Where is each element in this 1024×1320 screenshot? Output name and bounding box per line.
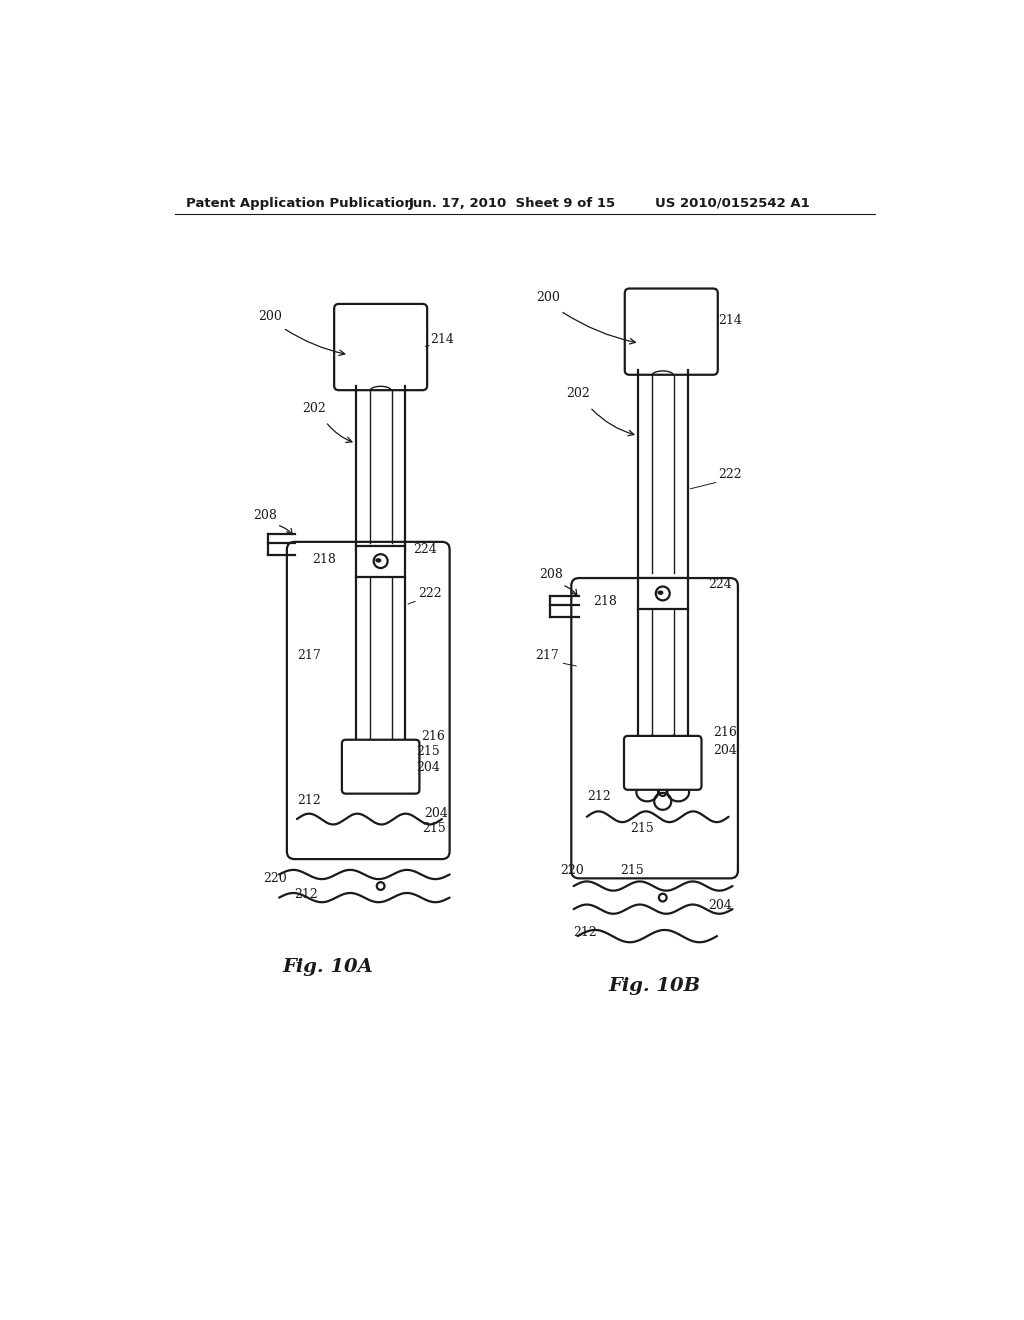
Text: US 2010/0152542 A1: US 2010/0152542 A1 — [655, 197, 810, 210]
Text: 202: 202 — [302, 403, 326, 416]
Text: Fig. 10A: Fig. 10A — [283, 958, 374, 975]
FancyBboxPatch shape — [624, 737, 701, 789]
Text: 215: 215 — [621, 865, 644, 878]
Text: 224: 224 — [708, 578, 731, 591]
Text: 212: 212 — [297, 793, 321, 807]
FancyBboxPatch shape — [571, 578, 738, 878]
Text: 204: 204 — [713, 743, 737, 756]
Text: 204: 204 — [424, 807, 447, 820]
Text: 216: 216 — [713, 726, 737, 739]
Text: 202: 202 — [566, 387, 591, 400]
Text: 214: 214 — [430, 333, 454, 346]
Text: 212: 212 — [572, 927, 597, 939]
FancyBboxPatch shape — [356, 545, 406, 577]
Text: 222: 222 — [719, 469, 742, 480]
Text: 215: 215 — [630, 822, 654, 836]
Ellipse shape — [376, 558, 381, 562]
Text: 200: 200 — [258, 310, 282, 323]
Text: Jun. 17, 2010  Sheet 9 of 15: Jun. 17, 2010 Sheet 9 of 15 — [409, 197, 615, 210]
Text: 212: 212 — [587, 789, 610, 803]
Text: 208: 208 — [539, 568, 562, 581]
Text: 220: 220 — [560, 865, 585, 878]
Text: 217: 217 — [297, 649, 321, 661]
Text: 204: 204 — [708, 899, 731, 912]
FancyBboxPatch shape — [638, 578, 687, 609]
FancyBboxPatch shape — [287, 543, 450, 859]
Text: 200: 200 — [537, 290, 560, 304]
Text: 212: 212 — [295, 887, 318, 900]
Text: 222: 222 — [418, 587, 441, 601]
Text: Fig. 10B: Fig. 10B — [609, 977, 701, 995]
Text: 224: 224 — [414, 543, 437, 556]
FancyBboxPatch shape — [334, 304, 427, 391]
Text: 218: 218 — [312, 553, 336, 566]
Text: 204: 204 — [417, 760, 440, 774]
Text: 208: 208 — [254, 508, 278, 521]
Text: 214: 214 — [719, 314, 742, 327]
Text: 217: 217 — [536, 649, 559, 661]
Text: 218: 218 — [593, 595, 616, 609]
Text: 220: 220 — [263, 873, 288, 886]
FancyBboxPatch shape — [342, 739, 420, 793]
Text: Patent Application Publication: Patent Application Publication — [186, 197, 414, 210]
Text: 216: 216 — [421, 730, 444, 743]
FancyBboxPatch shape — [625, 289, 718, 375]
Text: 215: 215 — [417, 746, 440, 758]
Ellipse shape — [658, 591, 663, 594]
Text: 215: 215 — [423, 822, 446, 836]
